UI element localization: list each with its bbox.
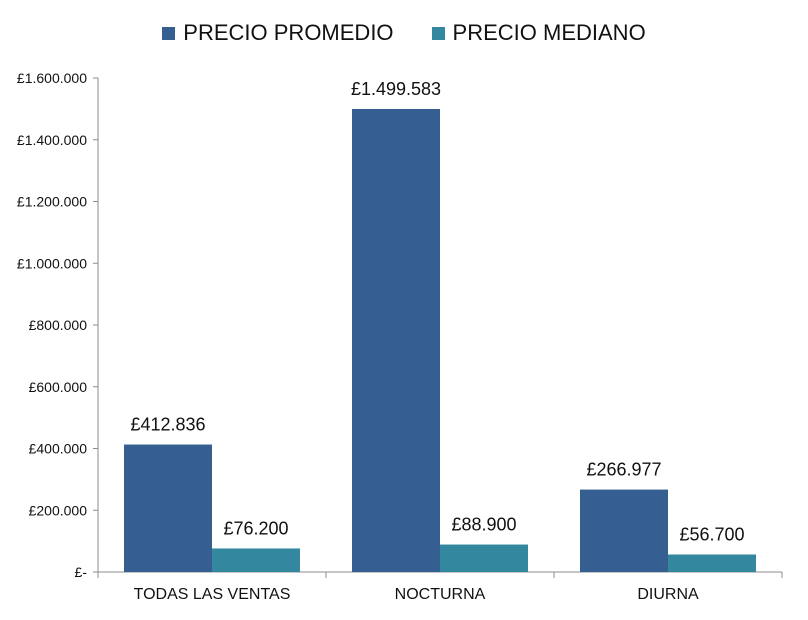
- y-tick-label: £1.000.000: [17, 255, 87, 271]
- legend-label-promedio: PRECIO PROMEDIO: [183, 20, 394, 45]
- y-tick-label: £400.000: [29, 441, 88, 457]
- x-category-label: DIURNA: [637, 586, 699, 603]
- bar: [212, 548, 300, 572]
- y-tick-label: £200.000: [29, 502, 88, 518]
- bar: [440, 544, 528, 572]
- legend-item-mediano: PRECIO MEDIANO: [431, 20, 646, 46]
- legend-label-mediano: PRECIO MEDIANO: [452, 20, 646, 45]
- data-label: £1.499.583: [351, 79, 441, 99]
- data-label: £412.836: [130, 415, 205, 435]
- y-tick-label: £-: [75, 564, 88, 580]
- y-tick-label: £1.400.000: [17, 132, 87, 148]
- data-label: £76.200: [223, 518, 288, 538]
- data-label: £266.977: [586, 460, 661, 480]
- legend: PRECIO PROMEDIO PRECIO MEDIANO: [0, 20, 808, 46]
- data-label: £56.700: [679, 524, 744, 544]
- y-tick-label: £1.200.000: [17, 194, 87, 210]
- legend-swatch-promedio: [162, 26, 176, 40]
- legend-swatch-mediano: [431, 26, 445, 40]
- y-tick-label: £600.000: [29, 379, 88, 395]
- bar: [580, 489, 668, 572]
- bar: [668, 554, 756, 572]
- y-tick-label: £800.000: [29, 317, 88, 333]
- bar: [124, 444, 212, 572]
- x-category-label: TODAS LAS VENTAS: [134, 586, 291, 603]
- x-category-label: NOCTURNA: [395, 586, 486, 603]
- y-tick-label: £1.600.000: [17, 70, 87, 86]
- data-label: £88.900: [451, 515, 516, 535]
- bar: [352, 109, 440, 572]
- legend-item-promedio: PRECIO PROMEDIO: [162, 20, 394, 46]
